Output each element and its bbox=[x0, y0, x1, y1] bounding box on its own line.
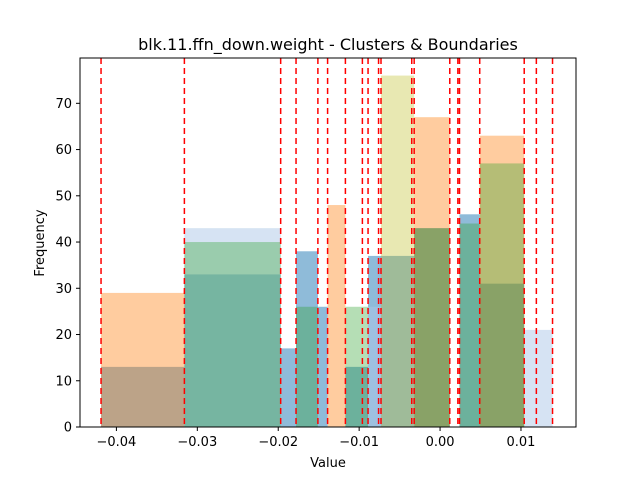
histogram-bar bbox=[414, 228, 450, 427]
y-axis-label: Frequency bbox=[33, 209, 48, 276]
histogram-bar bbox=[524, 329, 553, 427]
y-tick-label: 20 bbox=[55, 328, 72, 343]
x-tick-label: 0.00 bbox=[426, 435, 455, 450]
y-axis-ticks: 0 10 20 30 40 50 60 70 bbox=[55, 97, 80, 436]
y-tick-label: 60 bbox=[55, 143, 72, 158]
y-tick-label: 30 bbox=[55, 282, 72, 297]
histogram-bar bbox=[280, 348, 297, 427]
y-tick-label: 10 bbox=[55, 374, 72, 389]
histogram-bar bbox=[184, 228, 281, 427]
x-tick-label: −0.03 bbox=[177, 435, 217, 450]
histogram-bar bbox=[459, 214, 480, 427]
histogram-bar bbox=[101, 292, 185, 427]
x-axis-label: Value bbox=[310, 456, 346, 471]
histogram-bar bbox=[317, 306, 328, 427]
histogram-bar bbox=[459, 223, 480, 427]
histogram-bar bbox=[414, 228, 450, 427]
histogram-bar bbox=[296, 251, 318, 427]
histogram-bar bbox=[380, 75, 415, 428]
y-tick-label: 40 bbox=[55, 236, 72, 251]
histogram-bar bbox=[345, 306, 369, 427]
x-tick-label: 0.01 bbox=[507, 435, 536, 450]
histogram-bar bbox=[368, 306, 381, 427]
y-tick-label: 70 bbox=[55, 97, 72, 112]
histogram-bar bbox=[184, 242, 281, 427]
histogram-bar bbox=[380, 255, 415, 427]
histogram-bar bbox=[479, 283, 525, 427]
y-tick-label: 50 bbox=[55, 189, 72, 204]
y-tick-label: 0 bbox=[64, 421, 72, 436]
boundary-lines-layer bbox=[100, 58, 554, 427]
histogram-bar bbox=[479, 163, 525, 427]
chart-title: blk.11.ffn_down.weight - Clusters & Boun… bbox=[138, 35, 518, 55]
x-tick-label: −0.04 bbox=[96, 435, 136, 450]
x-axis-ticks: −0.04 −0.03 −0.02 −0.01 0.00 0.01 bbox=[96, 427, 535, 450]
histogram-bar bbox=[479, 135, 525, 427]
x-tick-label: −0.01 bbox=[339, 435, 379, 450]
bars-layer bbox=[101, 75, 553, 428]
histogram-bar bbox=[327, 205, 346, 427]
histogram-bar bbox=[296, 306, 318, 427]
histogram-bar bbox=[101, 366, 185, 427]
histogram-bar bbox=[414, 117, 450, 427]
x-tick-label: −0.02 bbox=[258, 435, 298, 450]
